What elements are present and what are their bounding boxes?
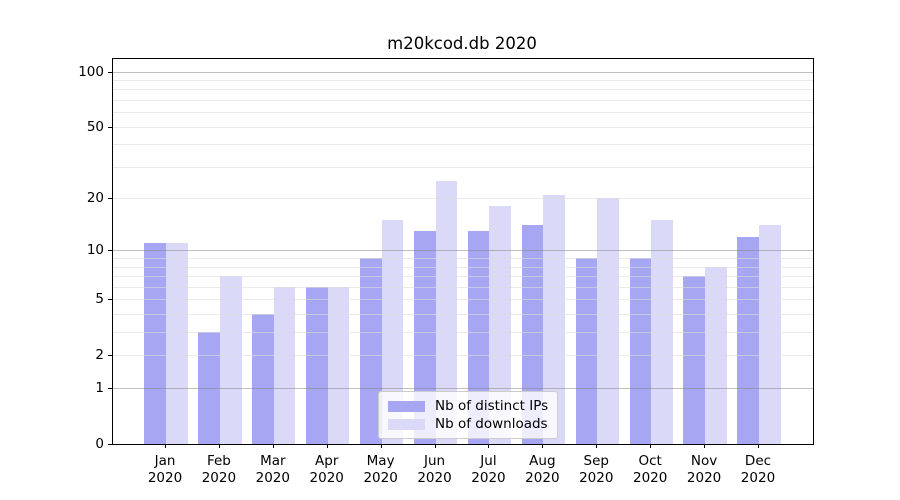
bar-distinct-ips-aug	[521, 225, 544, 444]
legend-swatch-downloads	[388, 418, 425, 430]
x-tick-label-sep: Sep 2020	[579, 453, 614, 486]
y-tick-label-5: 5	[95, 291, 104, 308]
major-gridline-1	[113, 388, 813, 390]
x-tick-mark-mar	[272, 444, 274, 448]
x-tick-label-may: May 2020	[363, 453, 398, 486]
x-tick-mark-sep	[596, 444, 598, 448]
y-tick-mark-2	[108, 355, 112, 357]
x-tick-label-nov: Nov 2020	[686, 453, 722, 486]
x-tick-mark-aug	[542, 444, 544, 448]
y-tick-label-100: 100	[78, 63, 104, 80]
legend-swatch-distinct-ips	[388, 400, 425, 412]
y-tick-label-1: 1	[95, 380, 104, 397]
y-tick-mark-20	[108, 198, 112, 200]
bar-downloads-jan	[166, 243, 188, 444]
y-tick-label-0: 0	[95, 436, 104, 452]
bar-downloads-aug	[543, 194, 565, 444]
bar-downloads-mar	[273, 286, 296, 444]
x-tick-label-feb: Feb 2020	[201, 453, 237, 486]
x-tick-mark-jun	[434, 444, 436, 448]
bar-downloads-jul	[489, 206, 512, 444]
x-tick-label-jan: Jan 2020	[147, 453, 183, 486]
y-tick-label-2: 2	[95, 347, 104, 364]
y-tick-mark-5	[108, 299, 112, 301]
bar-downloads-dec	[758, 225, 781, 444]
minor-gridline-20	[113, 198, 813, 200]
major-gridline-10	[113, 250, 813, 252]
x-tick-label-dec: Dec 2020	[740, 453, 776, 486]
legend-row-distinct-ips: Nb of distinct IPs	[388, 397, 548, 415]
bar-distinct-ips-jul	[467, 231, 490, 444]
minor-gridline-2	[113, 355, 813, 357]
bar-distinct-ips-nov	[683, 276, 706, 444]
bar-downloads-apr	[327, 286, 350, 444]
bar-distinct-ips-may	[360, 258, 382, 444]
x-tick-mark-apr	[326, 444, 328, 448]
bar-distinct-ips-jan	[144, 243, 166, 444]
minor-gridline-5	[113, 299, 813, 301]
bar-distinct-ips-sep	[575, 258, 598, 444]
legend-label-distinct-ips: Nb of distinct IPs	[435, 398, 549, 414]
y-tick-label-50: 50	[86, 118, 104, 135]
bar-distinct-ips-oct	[629, 258, 652, 444]
y-tick-mark-0	[108, 444, 112, 445]
minor-gridline-40	[113, 144, 813, 146]
bar-distinct-ips-apr	[306, 286, 328, 444]
bar-downloads-sep	[597, 198, 619, 444]
x-tick-mark-dec	[757, 444, 759, 448]
x-tick-label-jun: Jun 2020	[417, 453, 452, 486]
x-tick-mark-oct	[650, 444, 652, 448]
minor-gridline-80	[113, 89, 813, 91]
y-tick-mark-1	[108, 388, 112, 390]
minor-gridline-50	[113, 126, 813, 128]
minor-gridline-30	[113, 166, 813, 168]
minor-gridline-6	[113, 286, 813, 288]
minor-gridline-60	[113, 112, 813, 114]
major-gridline-100	[113, 71, 813, 73]
minor-gridline-90	[113, 79, 813, 81]
bar-downloads-jun	[435, 181, 458, 444]
x-tick-mark-jan	[165, 444, 166, 448]
minor-gridline-3	[113, 332, 813, 334]
minor-gridline-70	[113, 99, 813, 101]
y-tick-mark-50	[108, 126, 112, 128]
x-tick-label-mar: Mar 2020	[255, 453, 290, 486]
minor-gridline-9	[113, 258, 813, 260]
plot-area	[112, 58, 814, 445]
x-tick-label-oct: Oct 2020	[632, 453, 668, 486]
y-tick-label-20: 20	[86, 190, 104, 207]
x-tick-mark-jul	[488, 444, 490, 448]
legend-row-downloads: Nb of downloads	[388, 415, 548, 433]
minor-gridline-7	[113, 276, 813, 278]
y-tick-mark-100	[108, 71, 112, 73]
x-tick-mark-nov	[704, 444, 706, 448]
bar-distinct-ips-mar	[252, 314, 274, 444]
minor-gridline-8	[113, 266, 813, 268]
bar-downloads-feb	[219, 276, 242, 444]
y-tick-label-10: 10	[86, 242, 104, 259]
legend-label-downloads: Nb of downloads	[435, 416, 548, 432]
x-tick-label-jul: Jul 2020	[471, 453, 506, 486]
bar-distinct-ips-jun	[413, 231, 436, 444]
y-tick-mark-10	[108, 250, 112, 252]
x-tick-label-aug: Aug 2020	[525, 453, 560, 486]
chart-title: m20kcod.db 2020	[387, 34, 537, 53]
x-tick-mark-feb	[218, 444, 220, 448]
x-tick-mark-may	[380, 444, 382, 448]
minor-gridline-4	[113, 314, 813, 316]
x-tick-label-apr: Apr 2020	[309, 453, 344, 486]
legend: Nb of distinct IPs Nb of downloads	[378, 391, 559, 439]
bar-distinct-ips-dec	[737, 237, 759, 444]
